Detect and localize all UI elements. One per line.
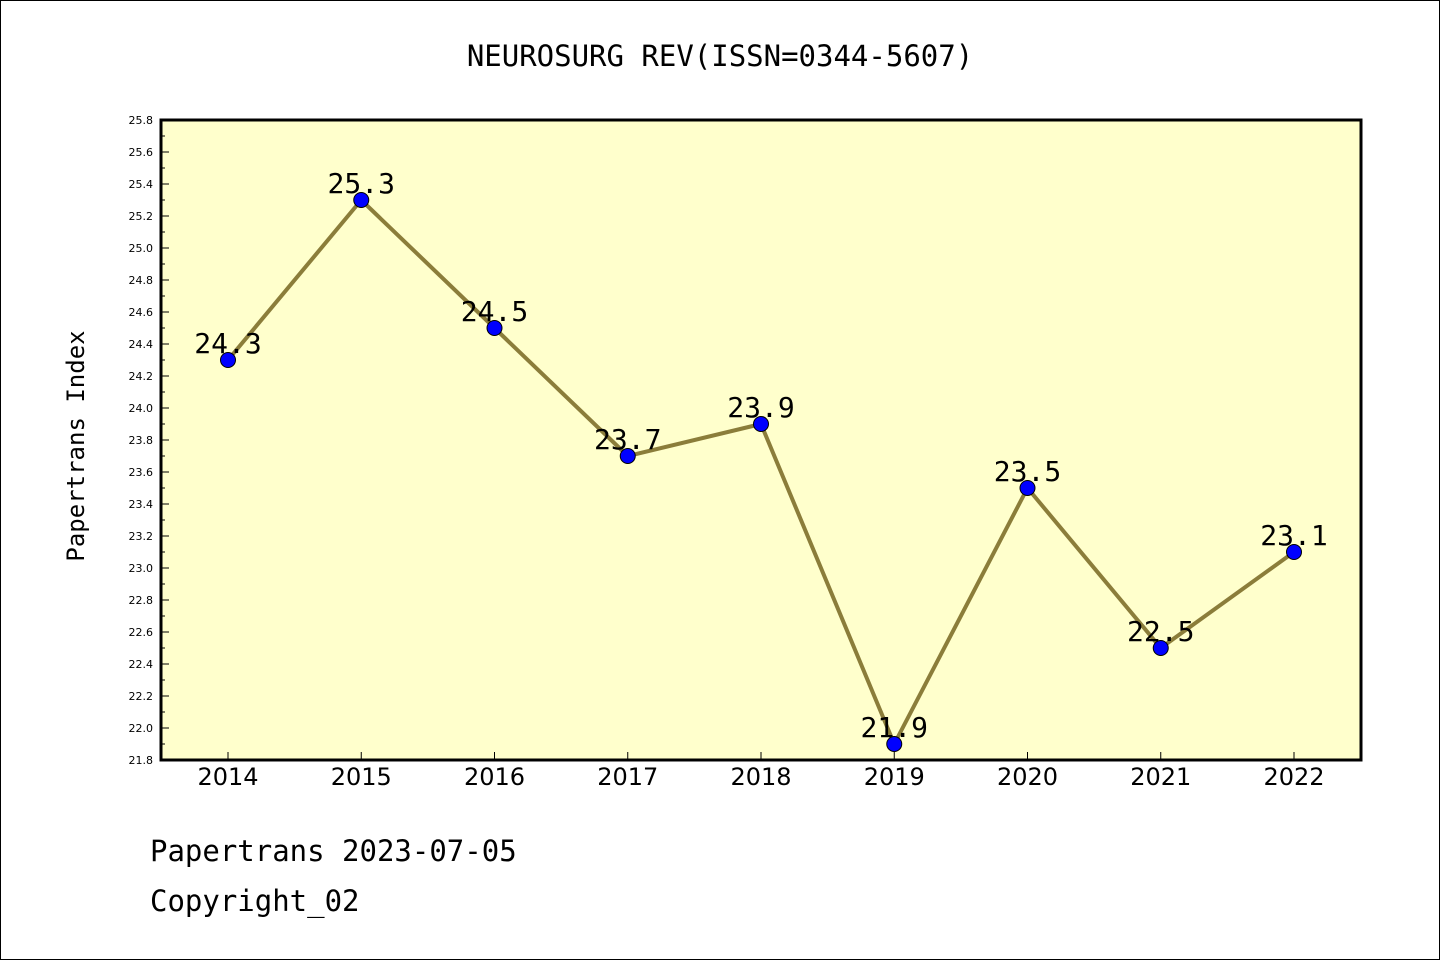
y-tick-label: 22.2 (129, 690, 154, 703)
y-tick-label: 24.8 (129, 274, 154, 287)
y-tick-label: 23.6 (129, 466, 154, 479)
y-tick-label: 22.0 (129, 722, 154, 735)
data-label: 24.5 (461, 295, 528, 328)
footer-source: Papertrans 2023-07-05 (150, 834, 517, 868)
data-label: 25.3 (328, 167, 395, 200)
y-axis: 21.8 22.0 22.2 22.4 22.6 22.8 23.0 23.2 23.4 23.6… (129, 114, 169, 767)
y-tick-label: 24.0 (129, 402, 154, 415)
y-tick-label: 22.4 (129, 658, 154, 671)
x-tick-label: 2014 (197, 763, 258, 791)
data-label: 21.9 (861, 711, 928, 744)
data-point (486, 320, 503, 336)
data-point (220, 352, 236, 368)
y-tick-label: 23.2 (129, 530, 154, 543)
data-label: 24.3 (194, 327, 261, 360)
data-point (353, 192, 370, 208)
data-point (753, 416, 769, 432)
x-tick-label: 2019 (864, 763, 925, 791)
y-tick-label: 24.2 (129, 370, 154, 383)
y-axis-label: Papertrans Index (62, 330, 90, 561)
y-tick-label: 22.6 (129, 626, 154, 639)
y-tick-label: 24.4 (129, 338, 154, 351)
data-point (619, 448, 636, 464)
x-tick-label: 2022 (1263, 763, 1324, 791)
y-tick-label: 22.8 (129, 594, 154, 607)
y-tick-label: 25.0 (129, 242, 154, 255)
x-tick-label: 2021 (1130, 763, 1191, 791)
data-label: 22.5 (1127, 615, 1194, 648)
data-series: 24.3 25.3 24.5 23.7 23.9 21.9 23.5 22.5 23.1 (194, 167, 1328, 752)
data-point (1019, 480, 1036, 496)
data-point (1286, 544, 1302, 560)
y-tick-label: 25.2 (129, 210, 154, 223)
x-tick-label: 2016 (464, 763, 525, 791)
x-tick-label: 2015 (331, 763, 392, 791)
footer-copyright: Copyright_02 (150, 884, 360, 918)
y-tick-label: 23.8 (129, 434, 154, 447)
y-tick-label: 25.6 (129, 146, 154, 159)
y-tick-label: 25.8 (129, 114, 154, 127)
plot-area (159, 118, 1363, 762)
data-point (886, 736, 903, 752)
chart-title: NEUROSURG REV(ISSN=0344-5607) (467, 39, 973, 73)
y-tick-label: 25.4 (129, 178, 154, 191)
y-tick-label: 23.4 (129, 498, 154, 511)
data-label: 23.7 (594, 423, 661, 456)
data-label: 23.5 (994, 455, 1061, 488)
data-label: 23.9 (727, 391, 794, 424)
x-tick-label: 2020 (997, 763, 1058, 791)
y-tick-label: 23.0 (129, 562, 154, 575)
data-label: 23.1 (1260, 519, 1327, 552)
y-tick-label: 24.6 (129, 306, 154, 319)
x-tick-label: 2017 (597, 763, 658, 791)
y-tick-label: 21.8 (129, 754, 154, 767)
x-axis: 2014 2015 2016 2017 2018 2019 2020 2021 2022 (197, 752, 1325, 791)
x-tick-label: 2018 (730, 763, 791, 791)
data-point (1152, 640, 1169, 656)
